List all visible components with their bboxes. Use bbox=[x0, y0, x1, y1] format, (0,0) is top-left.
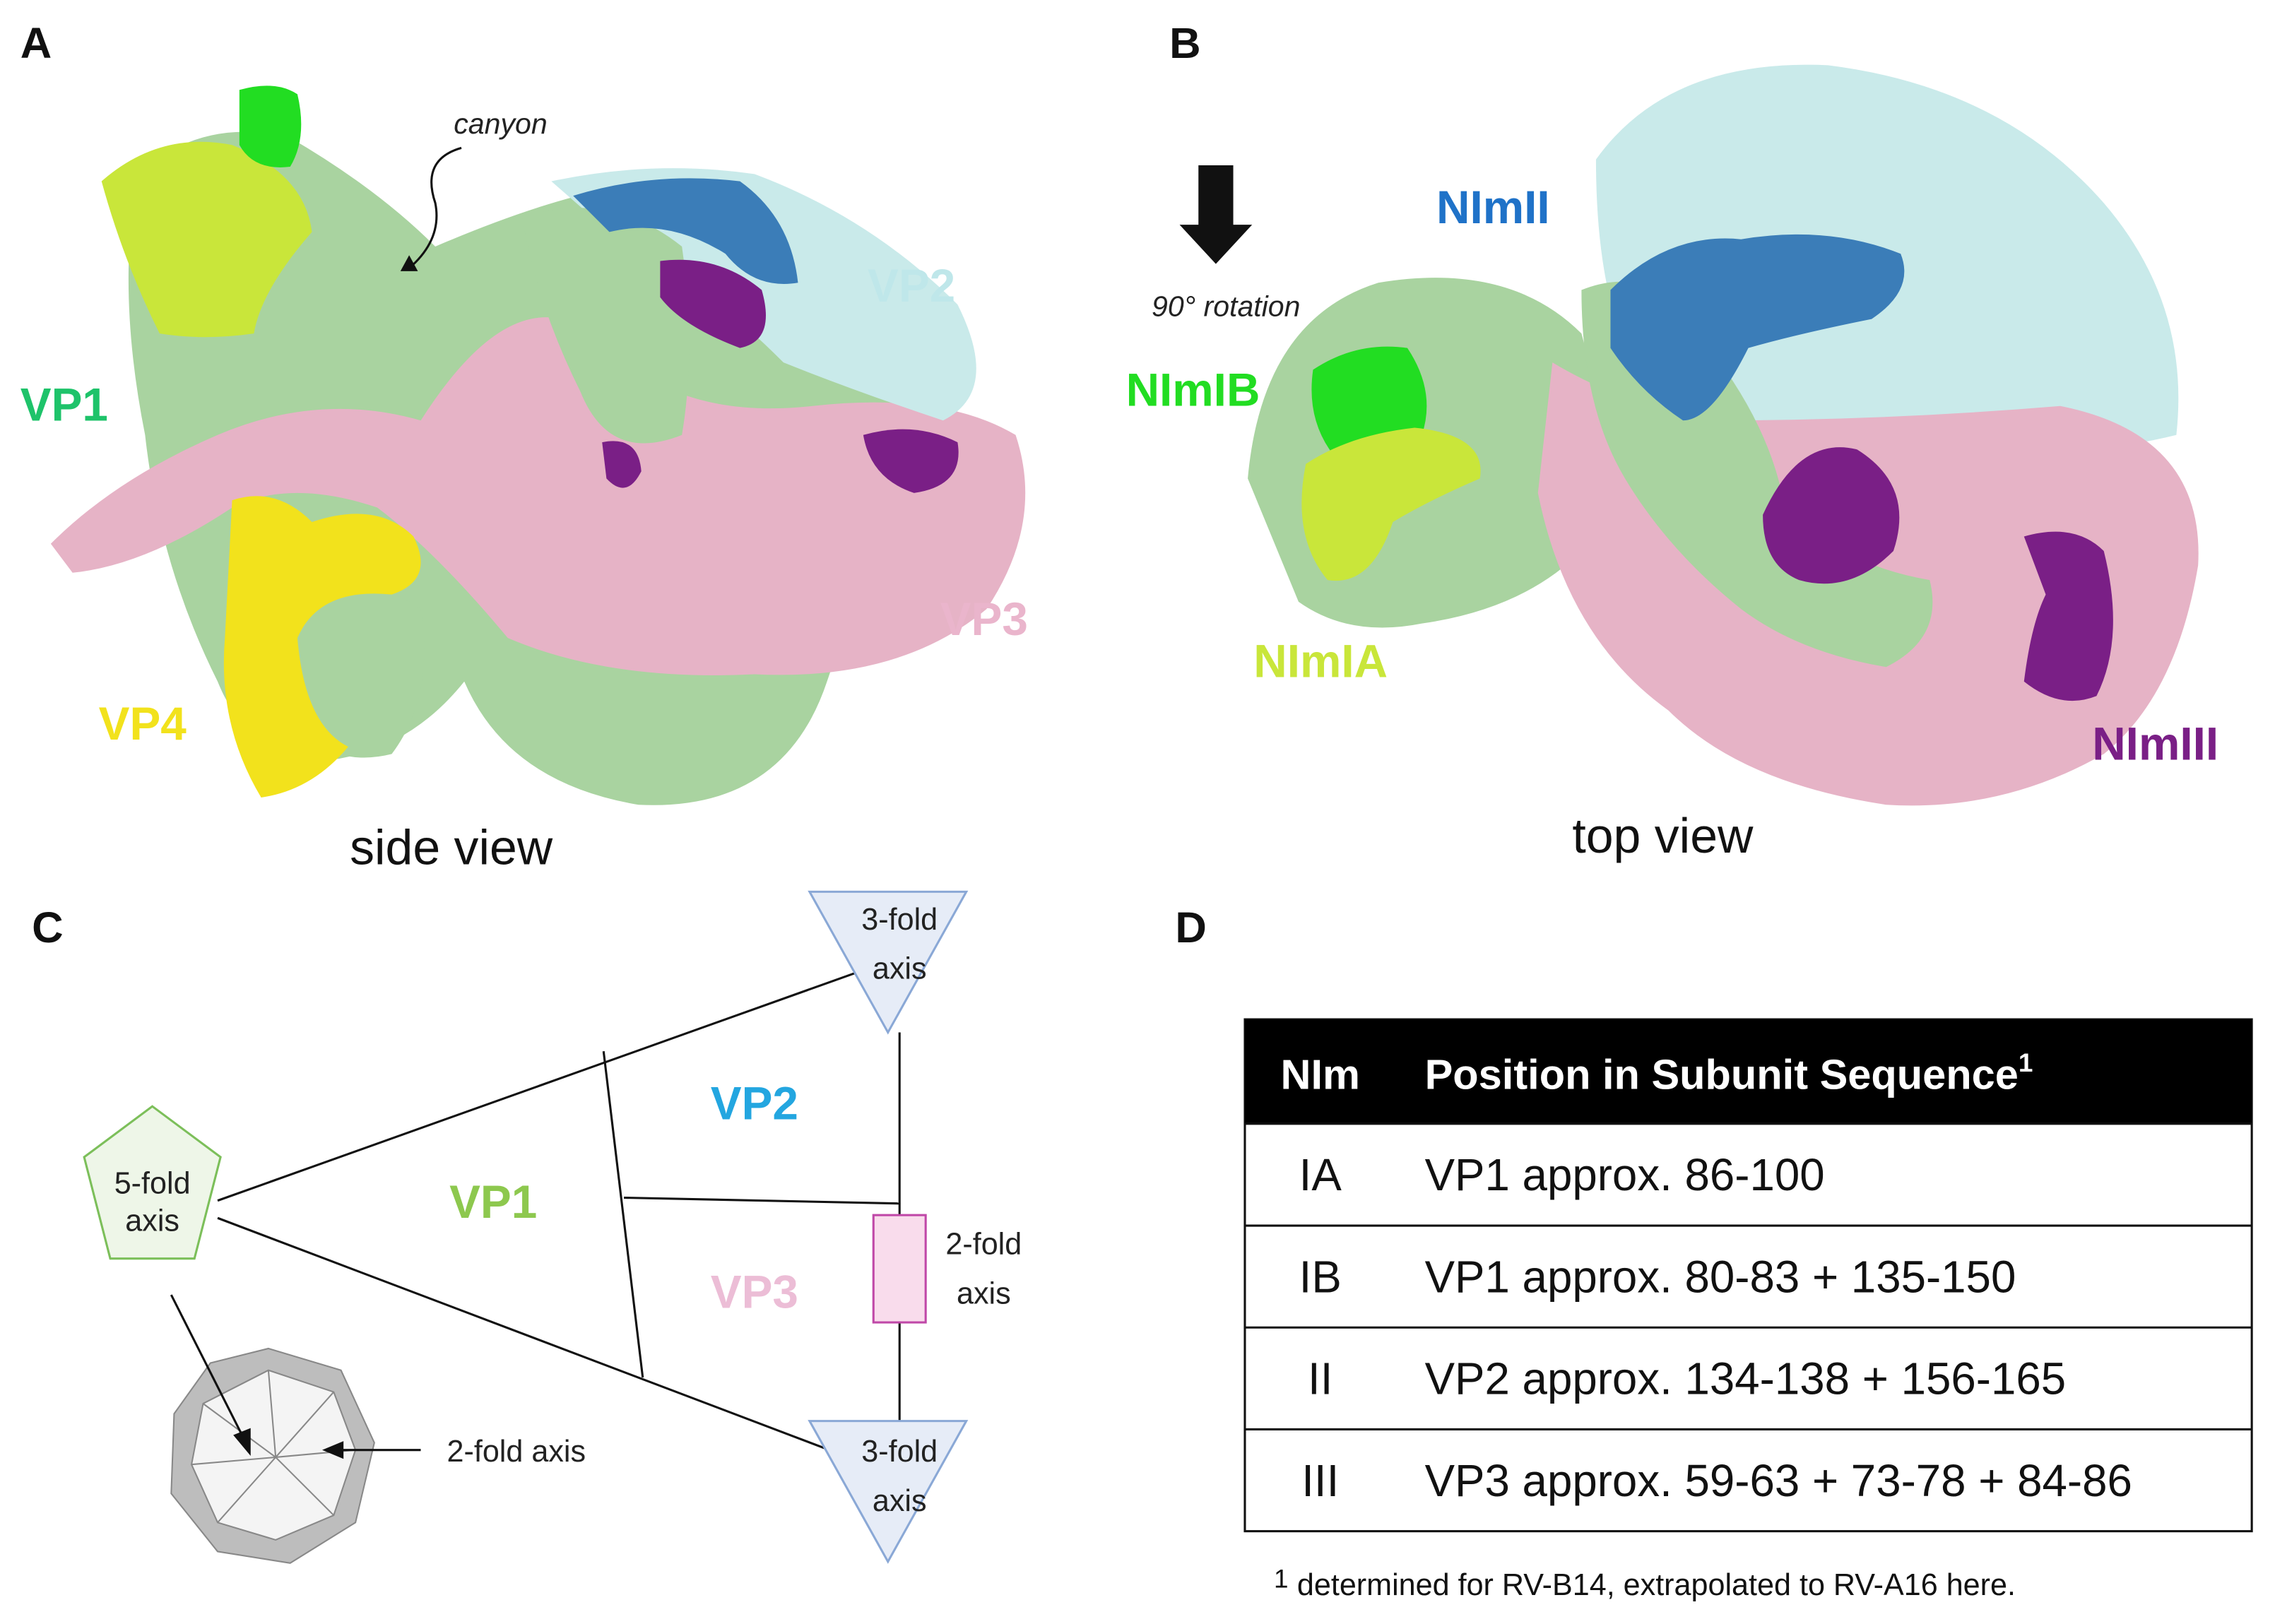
footnote: determined for RV-B14, extrapolated to R… bbox=[1297, 1568, 2016, 1602]
table-cell: VP1 approx. 80-83 + 135-150 bbox=[1425, 1252, 2016, 1302]
pointer-arrows-part bbox=[321, 1441, 344, 1459]
axis-label-part: axis bbox=[957, 1276, 1011, 1310]
table-cell: IA bbox=[1299, 1150, 1342, 1200]
panel-a-surface-part bbox=[101, 141, 312, 338]
five-fold-symbol bbox=[83, 1105, 222, 1260]
icosahedron-part bbox=[267, 1370, 277, 1458]
panel-a-surface-part bbox=[223, 496, 421, 798]
rotation-arrow bbox=[1179, 165, 1253, 264]
panel-a-surface-part bbox=[573, 178, 798, 284]
table-cell: VP2 approx. 134-138 + 156-165 bbox=[1425, 1354, 2067, 1404]
footnote-mark: 1 bbox=[1274, 1565, 1289, 1594]
panel-a-surface-part bbox=[522, 208, 690, 444]
icosahedron bbox=[170, 1347, 375, 1564]
vp-label: VP4 bbox=[99, 698, 187, 749]
vp-label: VP3 bbox=[940, 593, 1028, 645]
axis-label-part: 3-fold bbox=[861, 1435, 938, 1469]
vp-label: VP3 bbox=[711, 1267, 798, 1318]
nim-table-part bbox=[1244, 1019, 2252, 1124]
panel-a-surface-part bbox=[602, 441, 642, 488]
axis-label: 2-fold axis bbox=[447, 1435, 586, 1469]
table-header-part: Position in Subunit Sequence bbox=[1425, 1051, 2019, 1098]
icosahedron-part bbox=[217, 1457, 276, 1523]
pointer-arrows-part bbox=[233, 1428, 251, 1457]
panel-a-surface bbox=[50, 85, 1026, 805]
table-cell: VP1 approx. 86-100 bbox=[1425, 1150, 1825, 1200]
table-header-part: 1 bbox=[2019, 1048, 2033, 1077]
three-fold-symbol bbox=[808, 890, 969, 1035]
panel-a-surface-part bbox=[290, 587, 425, 758]
icosahedron-part bbox=[275, 1457, 335, 1516]
axis-label: 5-fold axis bbox=[114, 1166, 191, 1238]
caption: side view bbox=[350, 819, 553, 875]
axis-label: 3-fold axis bbox=[861, 1435, 938, 1518]
axis-label: 2-fold axis bbox=[945, 1228, 1022, 1311]
subunit-diagram-part bbox=[624, 1196, 900, 1205]
nim-label: NImII bbox=[1436, 182, 1550, 233]
panel-a-surface-part bbox=[239, 85, 302, 167]
icosahedron-part bbox=[191, 1456, 276, 1466]
panel-b-surface bbox=[1248, 64, 2199, 806]
axis-label-part: 2-fold bbox=[945, 1228, 1022, 1262]
nim-label: NImIII bbox=[2092, 718, 2218, 770]
annotation: canyon bbox=[454, 107, 547, 140]
vp-label: VP1 bbox=[449, 1176, 537, 1228]
table-cell: III bbox=[1301, 1456, 1339, 1506]
pointer-arrows-part bbox=[170, 1294, 248, 1445]
subunit-diagram-part bbox=[602, 1051, 644, 1378]
panel-b-surface-part bbox=[2023, 531, 2113, 701]
panel-b-surface-part bbox=[1763, 447, 1900, 584]
panel-letter: C bbox=[32, 903, 63, 952]
subunit-diagram-part bbox=[217, 967, 868, 1202]
axis-label: 3-fold axis bbox=[861, 903, 938, 986]
table-header: Position in Subunit Sequence1 bbox=[1425, 1048, 2033, 1098]
panel-letter: A bbox=[20, 19, 52, 68]
vp-label: VP2 bbox=[711, 1078, 798, 1130]
axis-label-part: axis bbox=[873, 1484, 927, 1518]
arrow-head bbox=[400, 255, 418, 271]
panel-a-surface-part bbox=[50, 317, 1026, 675]
subunit-diagram bbox=[217, 967, 901, 1466]
panel-b-surface-part bbox=[1610, 234, 1905, 421]
panel-a-surface-part bbox=[660, 259, 766, 348]
panel-letter: D bbox=[1175, 903, 1206, 952]
annotation: 90° rotation bbox=[1152, 290, 1300, 322]
icosahedron-part bbox=[275, 1391, 335, 1458]
axis-label-part: 3-fold bbox=[861, 903, 938, 937]
table-cell: VP3 approx. 59-63 + 73-78 + 84-86 bbox=[1425, 1456, 2132, 1506]
table-cell: IB bbox=[1299, 1252, 1342, 1302]
panel-a-surface-part bbox=[863, 429, 959, 493]
annotation-arrow bbox=[408, 146, 462, 269]
two-fold-symbol bbox=[872, 1214, 927, 1324]
nim-label: NImIB bbox=[1126, 364, 1260, 416]
axis-label-part: axis bbox=[873, 952, 927, 986]
subunit-diagram-part bbox=[217, 1216, 868, 1466]
vp-label: VP1 bbox=[20, 379, 108, 430]
table-header: NIm bbox=[1281, 1051, 1360, 1098]
nim-table: NIm Position in Subunit Sequence1 IA VP1 … bbox=[1243, 1018, 2253, 1533]
three-fold-symbol bbox=[808, 1420, 969, 1564]
caption: top view bbox=[1572, 808, 1754, 863]
vp-label: VP2 bbox=[868, 260, 955, 312]
table-cell: II bbox=[1308, 1354, 1332, 1404]
axis-label-part: 5-fold bbox=[114, 1166, 191, 1200]
pointer-arrows bbox=[170, 1294, 421, 1459]
axis-label-part: axis bbox=[125, 1204, 179, 1238]
panel-b-surface-part bbox=[1301, 427, 1481, 581]
nim-label: NImIA bbox=[1253, 636, 1388, 687]
nim-table-part: IA VP1 approx. 86-100 IB VP1 approx. 80-83 … bbox=[1244, 1122, 2252, 1506]
panel-letter: B bbox=[1169, 19, 1200, 68]
